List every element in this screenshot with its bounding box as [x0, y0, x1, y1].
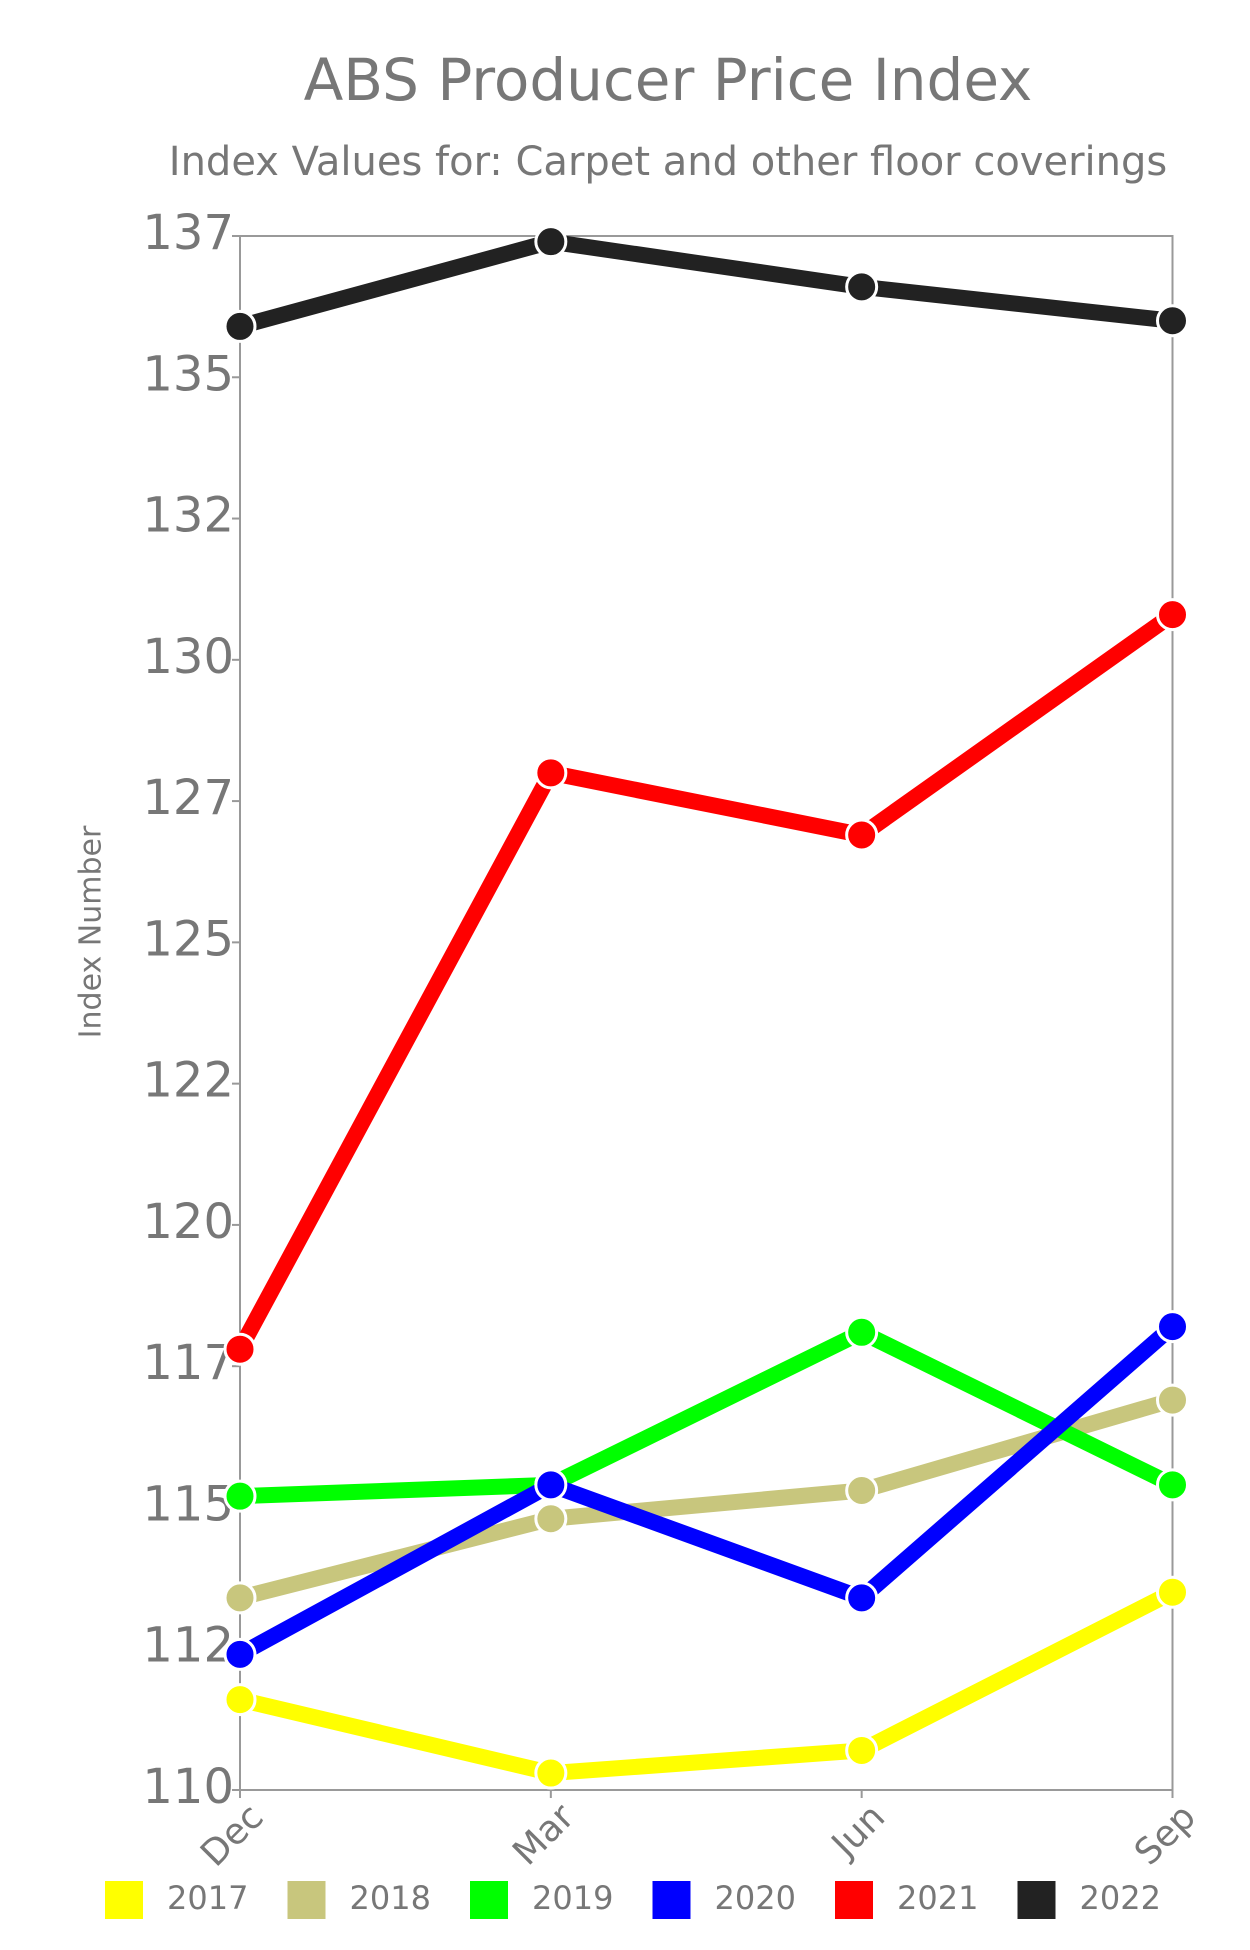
point	[845, 818, 879, 852]
legend-swatch	[1017, 1881, 1056, 1919]
legend-swatch	[105, 1881, 143, 1919]
point	[845, 1581, 879, 1615]
legend-swatch	[652, 1881, 691, 1919]
series-line	[232, 608, 1178, 1354]
y-tick-label: 115	[142, 1476, 234, 1532]
legend-swatch	[287, 1881, 326, 1919]
point	[845, 1474, 879, 1508]
chart-title: ABS Producer Price Index	[304, 46, 1033, 114]
point	[223, 1479, 257, 1513]
y-axis-title: Index Number	[74, 825, 109, 1038]
point	[223, 1581, 257, 1615]
y-tick-label: 125	[142, 911, 234, 967]
point	[1156, 304, 1189, 338]
point	[1156, 1575, 1189, 1609]
legend-label: 2019	[532, 1879, 613, 1917]
point	[223, 1683, 257, 1717]
point	[534, 1502, 568, 1536]
plot-frame	[239, 235, 1174, 1791]
series-line	[239, 1324, 1177, 1505]
legend-label: 2021	[897, 1879, 978, 1917]
point	[845, 270, 879, 304]
x-tick-label: Mar	[505, 1796, 582, 1873]
legend-swatch	[470, 1881, 508, 1919]
point	[223, 1332, 257, 1366]
legend-label: 2018	[350, 1879, 431, 1917]
x-tick-label: Jun	[823, 1796, 893, 1866]
y-tick-label: 130	[142, 629, 234, 685]
x-tick-label: Sep	[1127, 1796, 1204, 1873]
legend-swatch	[835, 1881, 873, 1919]
y-tick-label: 112	[142, 1618, 234, 1674]
y-tick-label: 132	[142, 488, 234, 544]
legend-label: 2020	[715, 1879, 796, 1917]
point	[1156, 1468, 1189, 1502]
point	[223, 1637, 257, 1671]
point	[534, 225, 568, 259]
series-line	[238, 1392, 1175, 1606]
point	[1156, 598, 1189, 632]
y-tick-label: 120	[142, 1194, 234, 1250]
point	[534, 1756, 568, 1790]
series-line	[238, 1585, 1177, 1782]
y-tick-label: 110	[142, 1759, 234, 1815]
series-line	[237, 233, 1174, 335]
point	[845, 1315, 879, 1349]
y-tick-label: 135	[142, 346, 234, 402]
point	[1156, 1310, 1189, 1344]
y-tick-label: 127	[142, 770, 234, 826]
point	[534, 1468, 568, 1502]
y-tick-label: 117	[142, 1335, 234, 1391]
chart-subtitle: Index Values for: Carpet and other floor…	[169, 139, 1167, 185]
point	[845, 1733, 879, 1767]
point	[223, 309, 257, 343]
series-line	[236, 1320, 1178, 1662]
y-tick-label: 137	[142, 205, 234, 261]
legend-label: 2017	[167, 1879, 248, 1917]
legend-label: 2022	[1080, 1879, 1161, 1917]
point	[534, 756, 568, 790]
y-tick-label: 122	[142, 1053, 234, 1109]
point	[1156, 1383, 1189, 1417]
